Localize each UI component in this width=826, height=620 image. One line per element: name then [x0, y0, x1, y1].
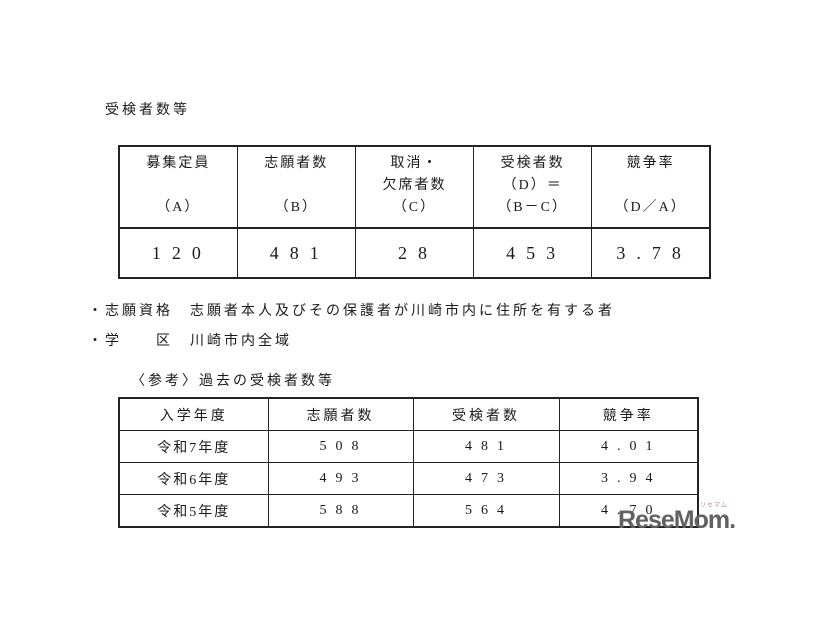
note-eligibility: ・志願資格 志願者本人及びその保護者が川崎市内に住所を有する者 [88, 304, 615, 319]
history-ratio: 3.94 [558, 462, 699, 495]
history-header-ratio: 競争率 [558, 397, 699, 431]
resemom-kana-label: リセマム [700, 503, 729, 509]
header-cell-cancellations: 取消・ 欠席者数 （C） [354, 145, 475, 229]
note-school-district: ・学 区 川崎市内全域 [88, 334, 292, 349]
header-cell-applicants: 志願者数 （B） [236, 145, 356, 229]
summary-header-row: 募集定員 （A） 志願者数 （B） 取消・ 欠席者数 （C） 受検者数 （D）＝ [118, 145, 711, 229]
resemom-logo: リセマム ReseMom. [618, 499, 748, 537]
history-examinees: 564 [412, 494, 560, 528]
examinee-summary-table: 募集定員 （A） 志願者数 （B） 取消・ 欠席者数 （C） 受検者数 （D）＝ [118, 145, 711, 279]
reference-heading: 〈参考〉過去の受検者数等 [131, 374, 335, 389]
history-row-reiwa7: 令和7年度 508 481 4.01 [118, 430, 699, 463]
history-header-examinees: 受検者数 [412, 397, 560, 431]
history-ratio: 4.01 [558, 430, 699, 463]
history-examinees: 481 [412, 430, 560, 463]
resemom-logo-text: ReseMom. [618, 506, 736, 534]
history-header-row: 入学年度 志願者数 受検者数 競争率 [118, 397, 699, 431]
history-year: 令和6年度 [118, 462, 269, 495]
notes-block: ・志願資格 志願者本人及びその保護者が川崎市内に住所を有する者 ・学 区 川崎市… [88, 297, 615, 357]
header-cell-ratio: 競争率 （D／A） [591, 145, 711, 229]
summary-value-row: 120 481 28 453 3.78 [118, 227, 711, 279]
history-ratio: 4.70 [558, 494, 699, 528]
history-year: 令和5年度 [118, 494, 269, 528]
page-title: 受検者数等 [105, 103, 190, 118]
history-applicants: 588 [267, 494, 414, 528]
value-cell-applicants: 481 [236, 227, 356, 279]
history-year: 令和7年度 [118, 430, 269, 463]
value-cell-ratio: 3.78 [591, 227, 711, 279]
history-header-applicants: 志願者数 [267, 397, 414, 431]
value-cell-capacity: 120 [118, 227, 238, 279]
header-cell-examinees: 受検者数 （D）＝ （B－C） [473, 145, 593, 229]
history-row-reiwa5: 令和5年度 588 564 4.70 [118, 494, 699, 528]
value-cell-cancellations: 28 [354, 227, 475, 279]
header-cell-capacity: 募集定員 （A） [118, 145, 238, 229]
history-applicants: 508 [267, 430, 414, 463]
history-header-year: 入学年度 [118, 397, 269, 431]
history-table: 入学年度 志願者数 受検者数 競争率 令和7年度 508 481 4.01 令和… [118, 397, 699, 528]
history-applicants: 493 [267, 462, 414, 495]
history-row-reiwa6: 令和6年度 493 473 3.94 [118, 462, 699, 495]
history-examinees: 473 [412, 462, 560, 495]
value-cell-examinees: 453 [473, 227, 593, 279]
